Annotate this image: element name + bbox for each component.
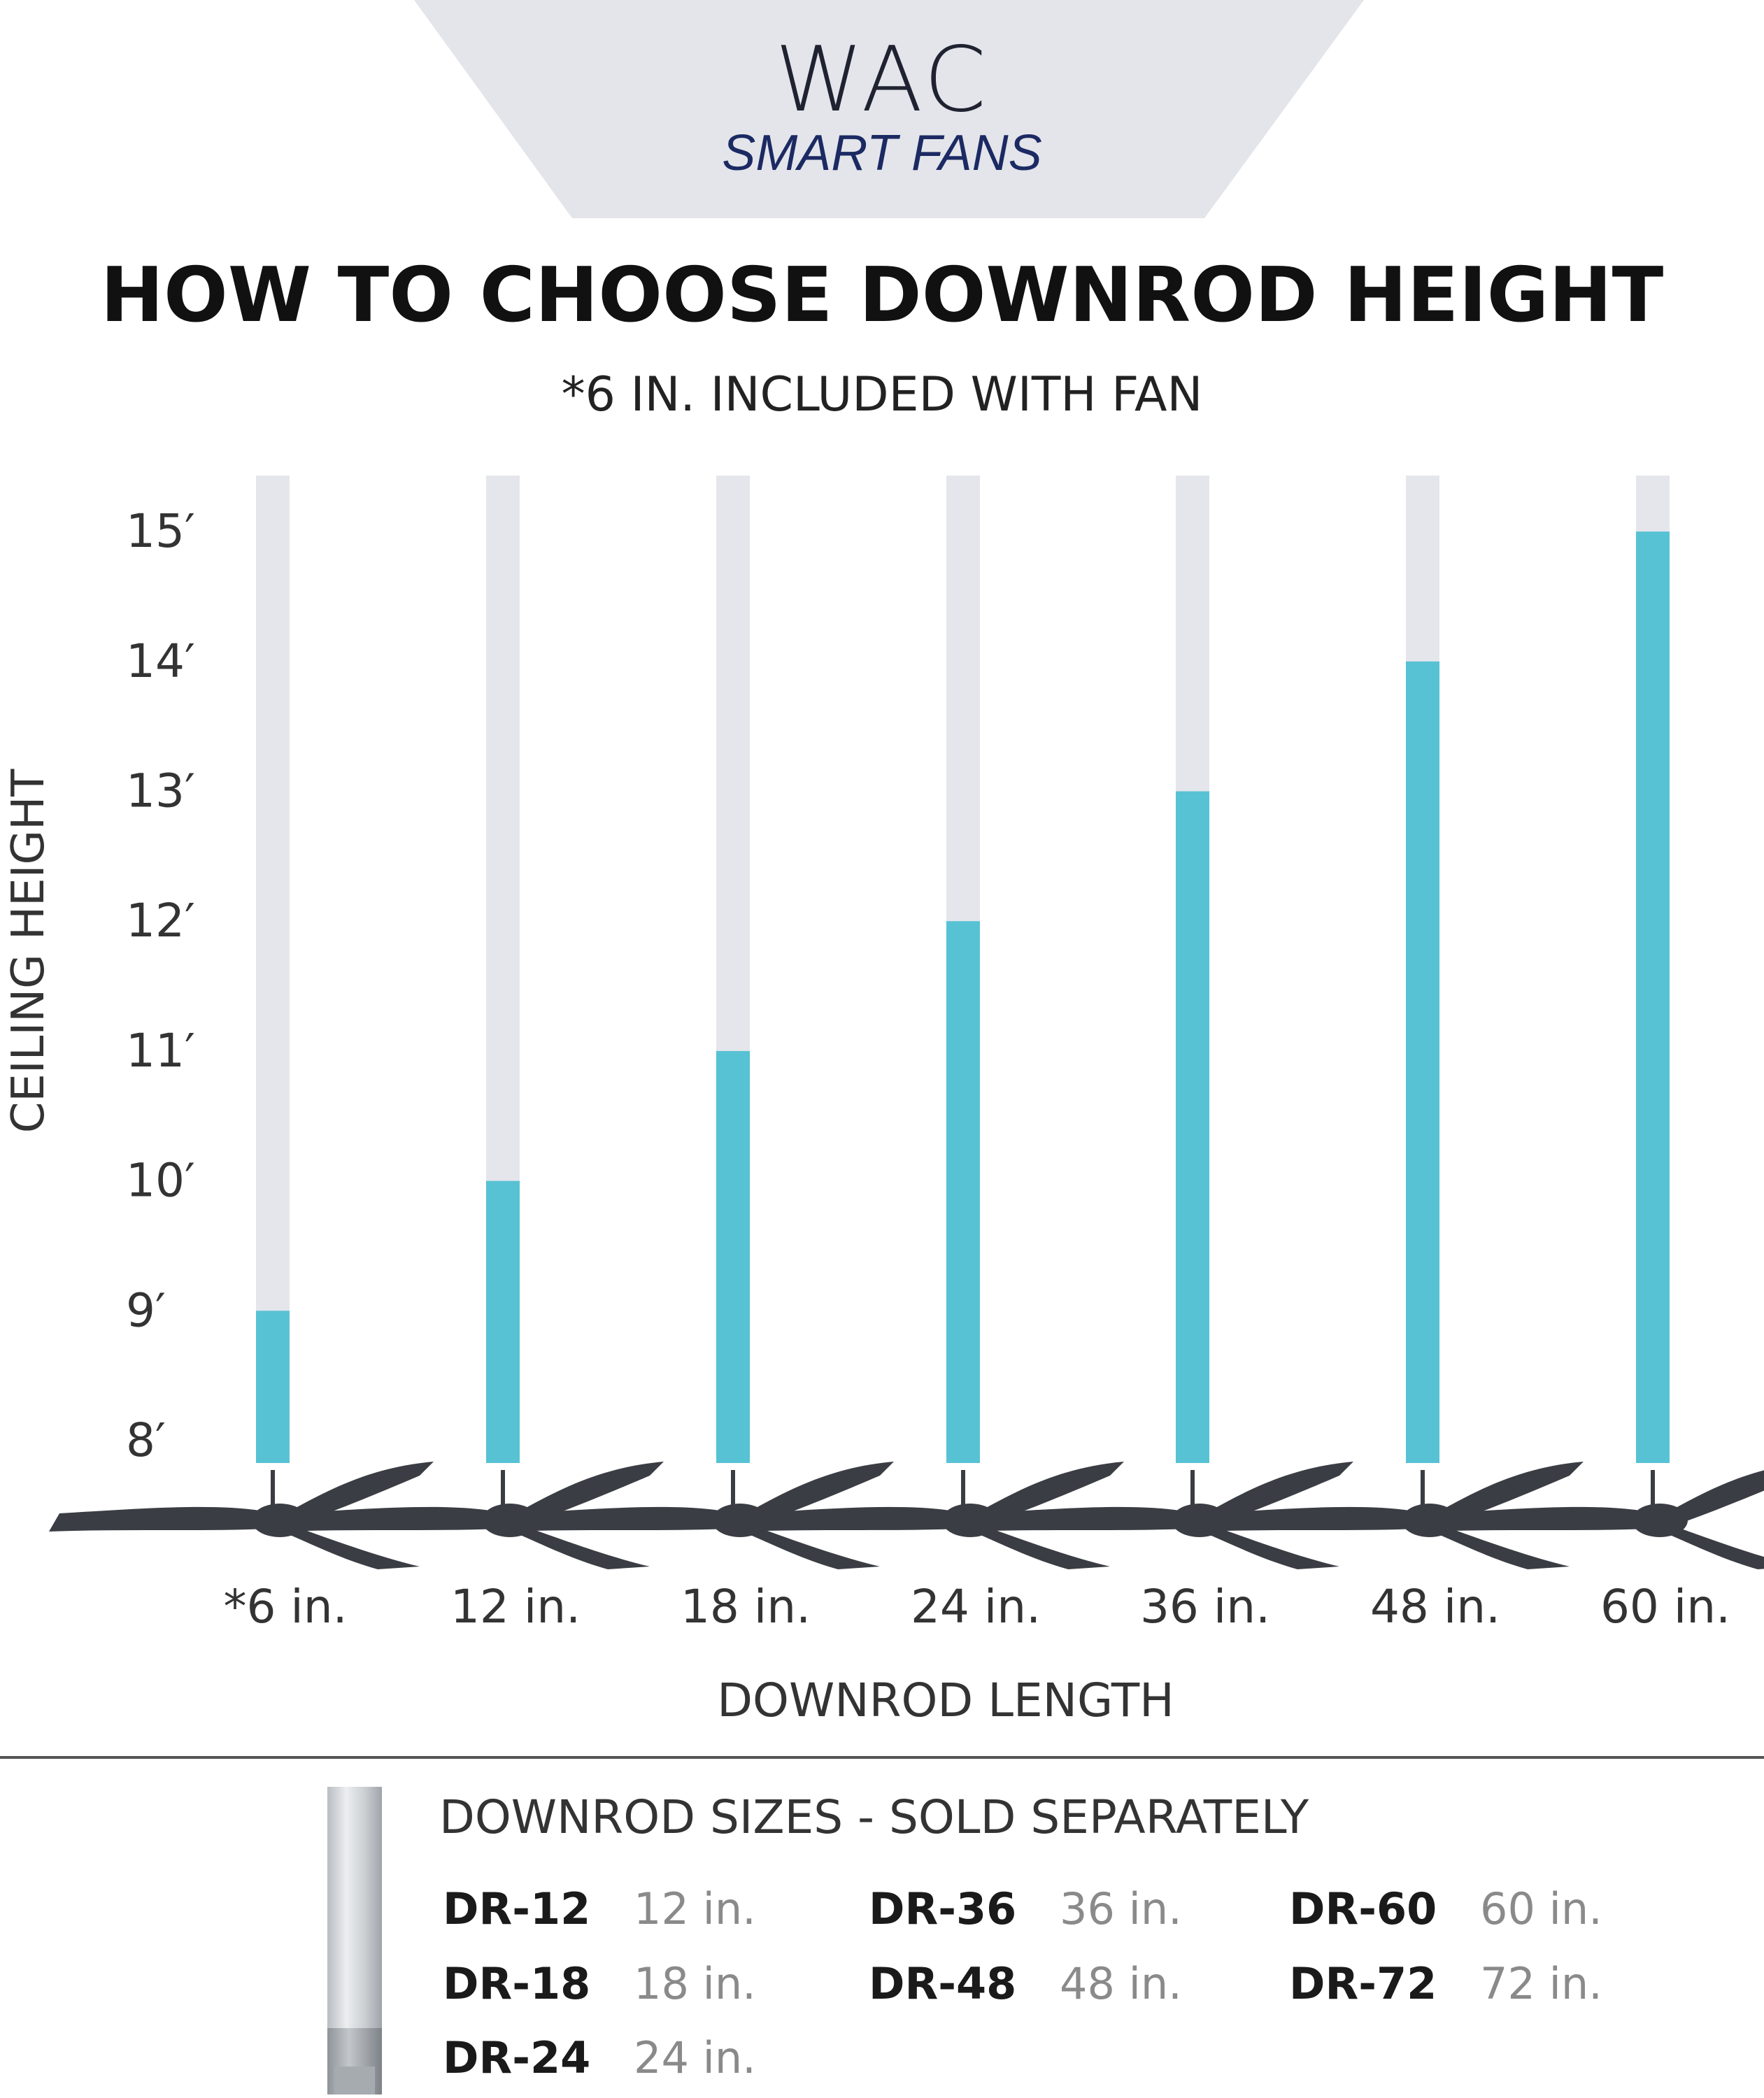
ceiling-fan-icon [1429,1470,1764,1569]
size-dr-18: 18 in. [634,1958,756,2009]
downrod-chart: CEILING HEIGHT 8′ 9′ 10′ 11′ 12′ 13′ 14′ 15′ *6… [3,476,1764,1727]
x-tick-label: 12 in. [450,1580,581,1634]
sku-dr-12: DR-12 [443,1883,591,1934]
bar [1406,661,1439,1463]
size-dr-24: 24 in. [634,2032,756,2083]
bar [716,1050,750,1463]
x-tick-label: 60 in. [1600,1580,1730,1634]
bar [946,921,980,1463]
sku-dr-36: DR-36 [869,1883,1017,1934]
y-axis-label: CEILING HEIGHT [3,769,55,1134]
y-tick-label: 8′ [126,1413,166,1467]
y-tick-label: 11′ [126,1024,195,1078]
x-tick-label: 18 in. [681,1580,811,1634]
size-dr-60: 60 in. [1480,1883,1602,1934]
x-tick-label: 24 in. [911,1580,1041,1634]
sku-dr-24: DR-24 [443,2032,591,2083]
sku-dr-48: DR-48 [869,1958,1017,2009]
x-tick-label: 36 in. [1140,1580,1270,1634]
page-title: HOW TO CHOOSE DOWNROD HEIGHT [100,252,1664,339]
sold-separately-title: DOWNROD SIZES - SOLD SEPARATELY [439,1790,1309,1844]
bar [1636,531,1670,1463]
y-axis-label-group: CEILING HEIGHT [3,769,55,1134]
section-divider [0,1756,1764,1759]
ceiling-fan-icon [279,1462,664,1569]
bar [1176,791,1209,1463]
sku-dr-60: DR-60 [1289,1883,1437,1934]
ceiling-fan-icon [1199,1462,1584,1569]
ceiling-fan-icon [509,1462,894,1569]
downrod-image [327,1787,382,2095]
page-subtitle: *6 IN. INCLUDED WITH FAN [561,367,1203,422]
y-tick-label: 9′ [126,1283,166,1337]
bar [486,1180,520,1463]
brand-tagline: SMART FANS [722,125,1042,181]
ceiling-fan-icon [49,1462,434,1569]
ceiling-fan-icon [969,1462,1353,1569]
sku-dr-72: DR-72 [1289,1958,1437,2009]
y-tick-label: 10′ [126,1154,195,1208]
x-axis-label: DOWNROD LENGTH [717,1674,1174,1727]
bar [256,1311,290,1463]
size-dr-72: 72 in. [1480,1958,1602,2009]
bar-track [256,476,290,1463]
x-tick-label: *6 in. [223,1580,347,1634]
size-dr-48: 48 in. [1060,1958,1182,2009]
brand-logo: WAC [774,28,990,132]
logo-banner [414,0,1364,218]
size-dr-36: 36 in. [1060,1883,1182,1934]
y-tick-label: 15′ [126,504,195,558]
y-tick-label: 14′ [126,634,195,688]
y-tick-label: 12′ [126,894,195,948]
x-tick-label: 48 in. [1370,1580,1500,1634]
size-dr-12: 12 in. [634,1883,756,1934]
y-tick-label: 13′ [126,764,195,818]
sku-dr-18: DR-18 [443,1958,591,2009]
